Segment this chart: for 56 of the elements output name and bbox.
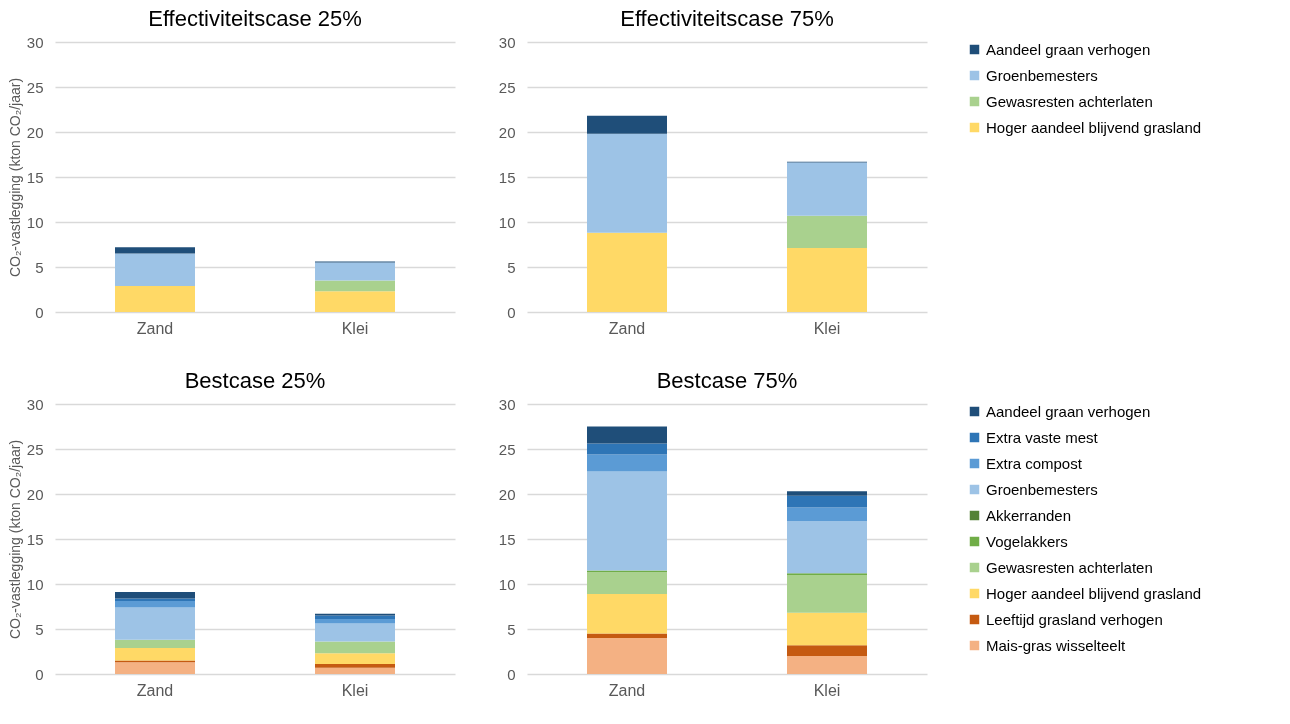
x-tick-label: Zand <box>608 319 646 337</box>
x-tick-label: Klei <box>813 319 841 337</box>
y-tick-label: 30 <box>498 33 516 51</box>
y-tick-label: 0 <box>35 665 44 683</box>
y-tick-label: 15 <box>26 530 44 548</box>
x-tick-label: Klei <box>813 681 841 699</box>
y-axis-title: CO₂-vastlegging (kton CO₂/jaar) <box>6 439 23 640</box>
legend-label: Extra vaste mest <box>986 428 1099 446</box>
legend-label: Gewasresten achterlaten <box>986 558 1153 576</box>
legend-label: Extra compost <box>986 454 1083 472</box>
x-tick-label: Zand <box>608 681 646 699</box>
y-tick-label: 5 <box>35 258 44 276</box>
y-tick-label: 10 <box>26 575 44 593</box>
y-tick-label: 0 <box>35 303 44 321</box>
legend-label: Leeftijd grasland verhogen <box>986 610 1163 628</box>
legend-label: Groenbemesters <box>986 480 1098 498</box>
y-tick-label: 25 <box>26 78 44 96</box>
y-tick-label: 30 <box>498 395 516 413</box>
legend-label: Mais-gras wisselteelt <box>986 636 1127 654</box>
y-tick-label: 5 <box>507 620 516 638</box>
legend-label: Groenbemesters <box>986 66 1098 84</box>
y-tick-label: 25 <box>498 440 516 458</box>
y-axis-title: CO₂-vastlegging (kton CO₂/jaar) <box>6 77 23 278</box>
chart-title: Bestcase 25% <box>184 368 326 393</box>
x-tick-label: Klei <box>341 319 369 337</box>
y-tick-label: 30 <box>26 395 44 413</box>
y-tick-label: 15 <box>498 168 516 186</box>
x-tick-label: Zand <box>136 319 174 337</box>
y-tick-label: 10 <box>498 575 516 593</box>
y-tick-label: 20 <box>26 123 44 141</box>
chart-title: Effectiviteitscase 25% <box>148 6 362 31</box>
y-tick-label: 20 <box>498 485 516 503</box>
y-tick-label: 5 <box>507 258 516 276</box>
legend-label: Hoger aandeel blijvend grasland <box>986 118 1202 136</box>
y-tick-label: 10 <box>498 213 516 231</box>
legend-label: Aandeel graan verhogen <box>986 40 1151 58</box>
legend-label: Vogelakkers <box>986 532 1068 550</box>
y-tick-label: 10 <box>26 213 44 231</box>
y-tick-label: 25 <box>26 440 44 458</box>
x-tick-label: Zand <box>136 681 174 699</box>
y-tick-label: 30 <box>26 33 44 51</box>
chart-title: Bestcase 75% <box>656 368 798 393</box>
y-tick-label: 20 <box>26 485 44 503</box>
chart-title: Effectiviteitscase 75% <box>620 6 834 31</box>
y-tick-label: 0 <box>507 665 516 683</box>
legend-label: Gewasresten achterlaten <box>986 92 1153 110</box>
y-tick-label: 25 <box>498 78 516 96</box>
y-tick-label: 20 <box>498 123 516 141</box>
y-tick-label: 15 <box>26 168 44 186</box>
y-tick-label: 15 <box>498 530 516 548</box>
legend-label: Hoger aandeel blijvend grasland <box>986 584 1202 602</box>
legend-label: Aandeel graan verhogen <box>986 402 1151 420</box>
legend-label: Akkerranden <box>986 506 1072 524</box>
y-tick-label: 5 <box>35 620 44 638</box>
x-tick-label: Klei <box>341 681 369 699</box>
y-tick-label: 0 <box>507 303 516 321</box>
